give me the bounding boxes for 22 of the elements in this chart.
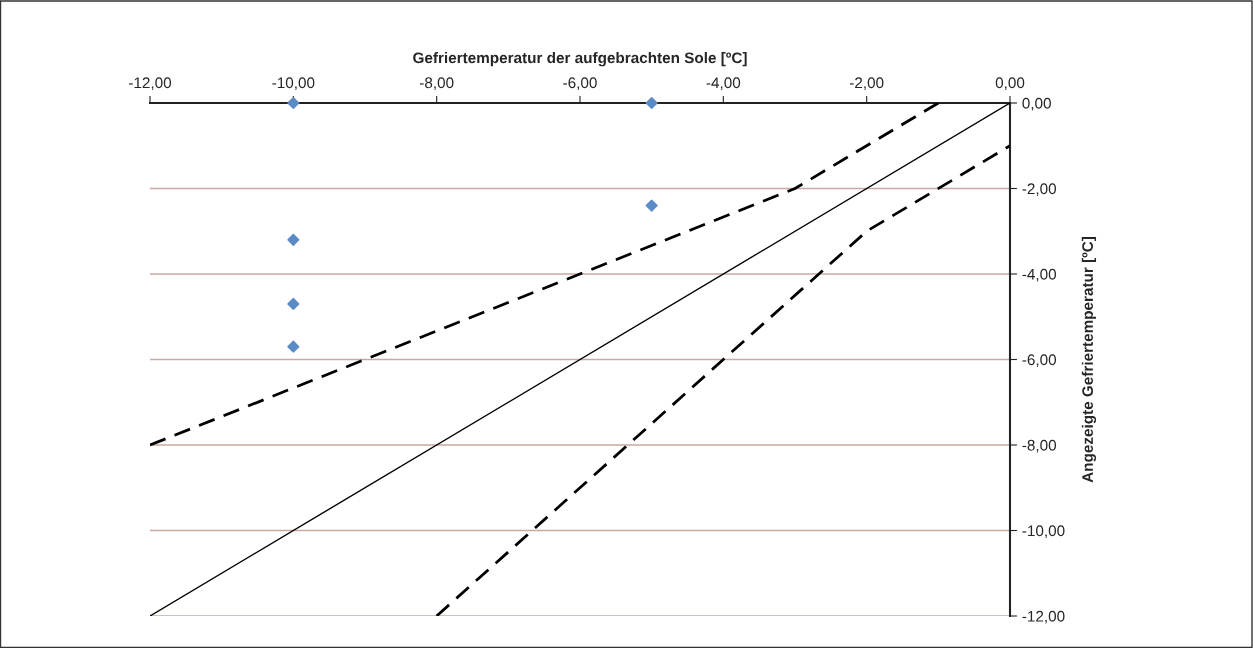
point: [645, 96, 658, 110]
y-tick-label: -8,00: [1022, 439, 1057, 453]
x-tick-label: -6,00: [563, 77, 597, 90]
y-tick-label: -12,00: [1022, 610, 1065, 624]
y-axis-title: Angezeigte Gefriertemperatur [ºC]: [1081, 237, 1097, 483]
point: [287, 340, 300, 353]
y-tick-label: -10,00: [1022, 525, 1065, 538]
y-tick-label: -2,00: [1022, 183, 1057, 196]
point: [287, 297, 300, 310]
y-tick-label: 0,00: [1022, 97, 1051, 111]
x-tick-label: -12,00: [129, 77, 172, 90]
point: [645, 199, 658, 212]
x-tick-label: -2,00: [849, 77, 884, 90]
x-axis-title: Gefriertemperatur der aufgebrachten Sole [ºC]: [413, 51, 747, 67]
y-tick-label: -6,00: [1022, 354, 1057, 367]
x-tick-label: 0,00: [995, 77, 1025, 90]
x-tick-label: -4,00: [706, 77, 741, 90]
x-tick-label: -10,00: [272, 77, 315, 90]
y-tick-label: -4,00: [1022, 268, 1057, 282]
point: [287, 96, 300, 110]
x-tick-label: -8,00: [419, 77, 454, 90]
point: [287, 233, 300, 246]
